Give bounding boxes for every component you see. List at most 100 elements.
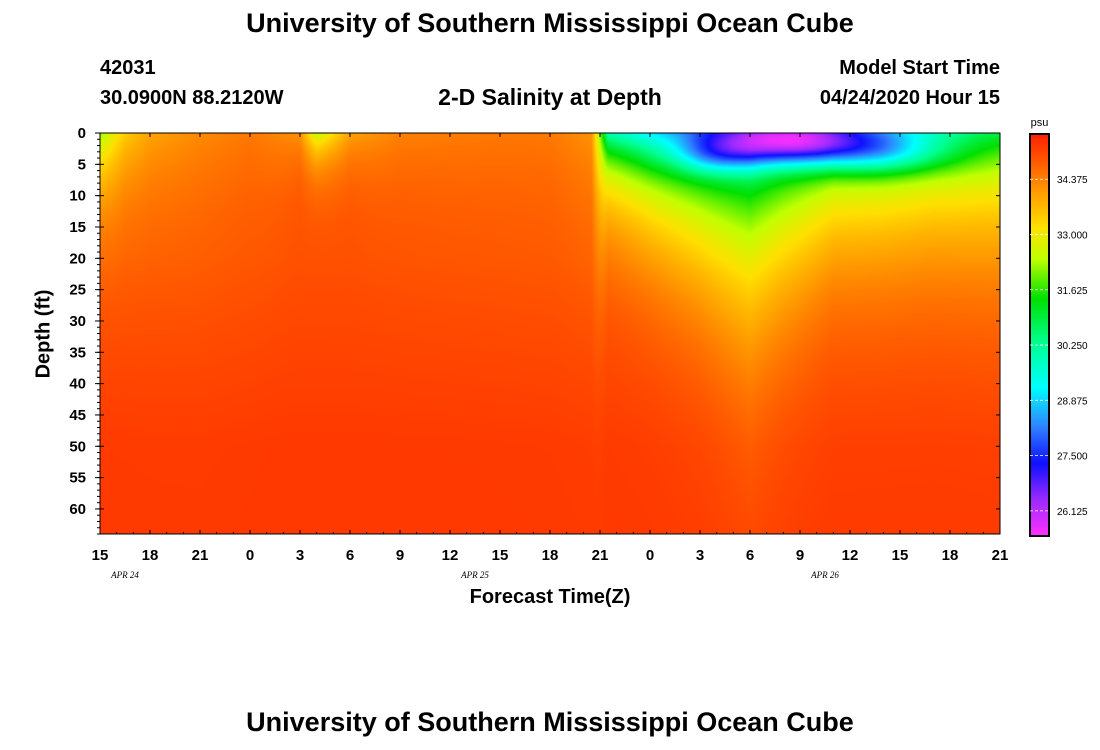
colorbar-segment [1030, 152, 1049, 155]
x-tick-label: 12 [442, 547, 459, 564]
colorbar-segment [1030, 407, 1049, 410]
colorbar-segment [1030, 326, 1049, 330]
date-label: APR 25 [460, 570, 489, 580]
colorbar-segment [1030, 332, 1049, 336]
colorbar-segment [1030, 445, 1049, 449]
colorbar-segment [1030, 156, 1049, 159]
colorbar-segment [1030, 353, 1049, 356]
colorbar-segment [1030, 272, 1049, 276]
colorbar-segment [1030, 349, 1049, 352]
colorbar-segment [1030, 258, 1049, 262]
colorbar-segment [1030, 242, 1049, 246]
colorbar-segment [1030, 387, 1049, 390]
colorbar-segment [1030, 196, 1049, 199]
colorbar-segment [1030, 499, 1049, 503]
colorbar-segment [1030, 527, 1049, 531]
colorbar-segment [1030, 304, 1049, 308]
colorbar-segment [1030, 369, 1049, 372]
colorbar-segment [1030, 308, 1049, 312]
colorbar-segment [1030, 347, 1049, 350]
x-tick-label: 21 [592, 547, 609, 564]
colorbar-segment [1030, 487, 1049, 491]
colorbar-segment [1030, 168, 1049, 171]
model-start-label: Model Start Time [839, 57, 1000, 79]
colorbar-segment [1030, 260, 1049, 264]
colorbar-segment [1030, 467, 1049, 471]
colorbar-segment [1030, 176, 1049, 179]
x-tick-label: 15 [892, 547, 909, 564]
colorbar: psu 34.375 33.000 31.625 30.250 28.875 27.500 2… [1029, 117, 1088, 537]
colorbar-segment [1030, 238, 1049, 242]
colorbar-segment [1030, 174, 1049, 177]
colorbar-segment [1030, 190, 1049, 193]
colorbar-segment [1030, 298, 1049, 302]
colorbar-segment [1030, 409, 1049, 412]
colorbar-segment [1030, 148, 1049, 151]
y-tick-label: 10 [69, 188, 86, 205]
x-tick-label: 3 [296, 547, 304, 564]
model-start-date: 04/24/2020 Hour 15 [819, 87, 1000, 109]
colorbar-segment [1030, 419, 1049, 423]
colorbar-segment [1030, 437, 1049, 441]
colorbar-segment [1030, 212, 1049, 215]
colorbar-segment [1030, 481, 1049, 485]
colorbar-segment [1030, 234, 1049, 238]
colorbar-segment [1030, 282, 1049, 286]
colorbar-segment [1030, 270, 1049, 274]
colorbar-segment [1030, 274, 1049, 278]
colorbar-segment [1030, 469, 1049, 473]
chart-title: 2-D Salinity at Depth [438, 84, 662, 110]
colorbar-segment [1030, 391, 1049, 394]
y-axis: 0 5 10 15 20 25 30 35 40 45 50 55 60 [69, 125, 1000, 535]
colorbar-segment [1030, 324, 1049, 328]
colorbar-segment [1030, 330, 1049, 334]
colorbar-segment [1030, 162, 1049, 165]
colorbar-segment [1030, 439, 1049, 443]
colorbar-segment [1030, 184, 1049, 187]
colorbar-segment [1030, 268, 1049, 272]
x-tick-label: 0 [246, 547, 254, 564]
colorbar-segment [1030, 288, 1049, 292]
colorbar-segment [1030, 244, 1049, 248]
colorbar-segment [1030, 471, 1049, 475]
colorbar-segment [1030, 318, 1049, 322]
x-tick-label: 15 [492, 547, 509, 564]
colorbar-segment [1030, 300, 1049, 304]
colorbar-segment [1030, 228, 1049, 232]
colorbar-segment [1030, 178, 1049, 181]
colorbar-segment [1030, 473, 1049, 477]
colorbar-segment [1030, 429, 1049, 433]
colorbar-segment [1030, 306, 1049, 310]
y-axis-label: Depth (ft) [32, 289, 55, 379]
colorbar-segment [1030, 447, 1049, 451]
colorbar-segment [1030, 276, 1049, 280]
heatmap-image [100, 133, 1000, 534]
colorbar-segment [1030, 399, 1049, 402]
y-tick-label: 45 [69, 407, 86, 424]
colorbar-segment [1030, 224, 1049, 228]
colorbar-segment [1030, 180, 1049, 183]
x-tick-label: 12 [842, 547, 859, 564]
x-tick-label: 6 [746, 547, 754, 564]
colorbar-segment [1030, 359, 1049, 362]
colorbar-segment [1030, 379, 1049, 382]
colorbar-segment [1030, 463, 1049, 467]
colorbar-segment [1030, 521, 1049, 525]
colorbar-tick-label: 33.000 [1057, 231, 1088, 242]
colorbar-segment [1030, 465, 1049, 469]
colorbar-segment [1030, 292, 1049, 296]
colorbar-segment [1030, 220, 1049, 224]
colorbar-segment [1030, 140, 1049, 143]
x-tick-label: 15 [92, 547, 109, 564]
colorbar-segment [1030, 186, 1049, 189]
colorbar-tick-label: 27.500 [1057, 452, 1088, 463]
colorbar-segment [1030, 365, 1049, 368]
colorbar-segment [1030, 192, 1049, 195]
colorbar-segment [1030, 136, 1049, 139]
colorbar-segment [1030, 144, 1049, 147]
date-labels: APR 24 APR 25 APR 26 [110, 570, 839, 580]
date-label: APR 26 [810, 570, 839, 580]
colorbar-segment [1030, 443, 1049, 447]
colorbar-segment [1030, 182, 1049, 185]
colorbar-segment [1030, 529, 1049, 533]
